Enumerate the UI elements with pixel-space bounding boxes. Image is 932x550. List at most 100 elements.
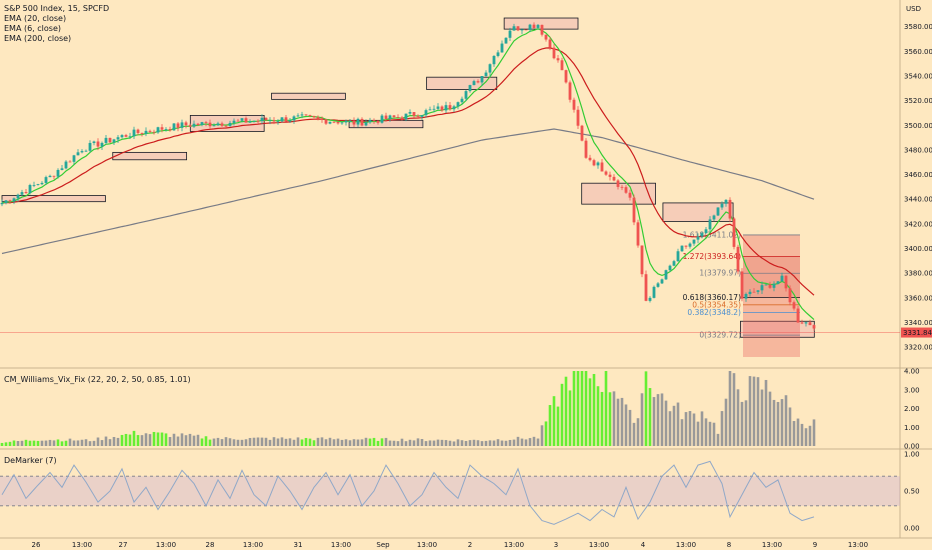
main-legend: S&P 500 Index, 15, SPCFD EMA (20, close)… xyxy=(4,4,109,44)
candle-body xyxy=(688,243,692,247)
vix-bar xyxy=(640,393,644,446)
vix-bar xyxy=(428,440,432,446)
candle-body xyxy=(348,120,352,122)
vix-bar xyxy=(564,376,568,446)
vix-bar xyxy=(668,411,672,446)
vix-fix-bars xyxy=(0,371,816,446)
candle-body xyxy=(80,151,84,153)
supply-demand-zone[interactable] xyxy=(112,151,188,161)
time-axis[interactable]: 26 13:00 27 13:00 28 13:00 31 13:00 Sep 13:00 2 13:… xyxy=(32,541,869,549)
vix-bar xyxy=(256,437,260,446)
candle xyxy=(388,114,392,122)
time-tick-label: 31 xyxy=(294,541,303,549)
candle-body xyxy=(344,120,348,123)
candle-body xyxy=(192,123,196,127)
candle xyxy=(48,174,52,178)
candle-body xyxy=(244,118,248,123)
price-tick-label: 3340.00 xyxy=(904,319,932,327)
candle-body xyxy=(8,200,12,202)
vix-bar xyxy=(648,388,652,446)
vix-bar xyxy=(440,439,444,446)
vix-bar xyxy=(452,441,456,446)
candle xyxy=(756,290,760,295)
zones-layer[interactable] xyxy=(1,17,815,338)
candle-body xyxy=(588,157,592,161)
vix-bar xyxy=(400,438,404,446)
supply-demand-zone[interactable] xyxy=(271,92,346,100)
supply-demand-zone[interactable] xyxy=(426,76,498,90)
candle-body xyxy=(700,233,704,237)
candle-body xyxy=(564,70,568,83)
vix-bar xyxy=(540,425,544,446)
candle xyxy=(128,132,132,140)
vix-bar xyxy=(216,437,220,446)
candle-body xyxy=(180,122,184,128)
vix-bar xyxy=(436,439,440,446)
candle xyxy=(600,158,604,172)
vix-bar xyxy=(636,418,640,446)
candle xyxy=(256,119,260,124)
supply-demand-zone[interactable] xyxy=(1,195,106,203)
candle xyxy=(784,275,788,292)
candle-body xyxy=(340,122,344,124)
vix-bar xyxy=(756,377,760,446)
candle xyxy=(752,288,756,293)
vix-bar xyxy=(740,401,744,446)
candle xyxy=(436,103,440,110)
candle-body xyxy=(556,58,560,61)
candle-body xyxy=(0,202,4,205)
vix-bar xyxy=(172,433,176,446)
candle xyxy=(400,115,404,121)
demarker-legend[interactable]: DeMarker (7) xyxy=(4,456,57,465)
candle-body xyxy=(520,29,524,31)
vix-bar xyxy=(96,437,100,446)
vix-bar xyxy=(712,422,716,446)
candle xyxy=(532,22,536,29)
candle xyxy=(260,114,264,125)
vix-bar xyxy=(708,421,712,446)
ema20-legend[interactable]: EMA (20, close) xyxy=(4,14,67,23)
candle xyxy=(72,154,76,165)
vix-bar xyxy=(664,400,668,446)
candle xyxy=(216,121,220,126)
vix-bar xyxy=(424,441,428,446)
vix-bar xyxy=(336,438,340,446)
candle xyxy=(404,113,408,122)
supply-demand-zone[interactable] xyxy=(662,202,734,222)
candle xyxy=(680,245,684,252)
candle xyxy=(36,183,40,186)
price-axis[interactable]: USD 3580.00 3560.00 3540.00 3520.00 3500.00 34… xyxy=(901,5,932,533)
vix-bar xyxy=(396,441,400,446)
vix-bar xyxy=(280,437,284,446)
ema6-legend[interactable]: EMA (6, close) xyxy=(4,24,61,33)
ema6-line xyxy=(1,28,815,321)
candle xyxy=(208,119,212,129)
candle xyxy=(272,117,276,125)
ema200-legend[interactable]: EMA (200, close) xyxy=(4,34,72,43)
vix-bar xyxy=(112,437,116,446)
candle-body xyxy=(316,117,320,119)
candle-body xyxy=(540,24,544,35)
candle-body xyxy=(492,55,496,65)
vix-bar xyxy=(476,440,480,446)
vix-bar xyxy=(364,437,368,446)
candle-body xyxy=(744,294,748,299)
symbol-title[interactable]: S&P 500 Index, 15, SPCFD xyxy=(4,4,110,13)
vix-bar xyxy=(92,440,96,446)
candle-body xyxy=(424,110,428,116)
candle-body xyxy=(28,185,32,194)
vix-bar xyxy=(760,389,764,446)
vix-bar xyxy=(268,439,272,446)
candle xyxy=(44,175,48,185)
candle xyxy=(476,79,480,84)
vix-bar xyxy=(556,406,560,446)
price-tick-label: 3520.00 xyxy=(904,97,932,105)
vix-fix-legend[interactable]: CM_Williams_Vix_Fix (22, 20, 2, 50, 0.85… xyxy=(4,375,191,384)
vix-bar xyxy=(248,437,252,446)
vix-bar xyxy=(124,433,128,446)
vix-bar xyxy=(360,439,364,446)
candle xyxy=(104,134,108,145)
vix-bar xyxy=(736,389,740,446)
candle xyxy=(372,118,376,124)
